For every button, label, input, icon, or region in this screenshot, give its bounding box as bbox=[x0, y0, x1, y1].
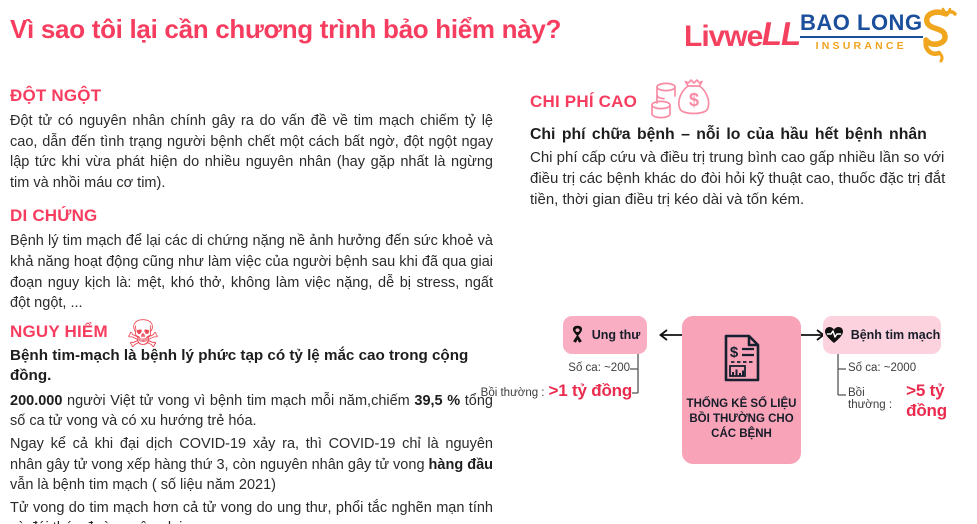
baolong-subtitle: INSURANCE bbox=[815, 40, 907, 53]
section-heading-di-chung: DI CHỨNG bbox=[10, 206, 98, 226]
statistics-box-text: THỐNG KÊ SỐ LIỆU BỒI THƯỜNG CHO CÁC BỆNH bbox=[687, 397, 797, 442]
cardio-label: Bệnh tim mạch bbox=[850, 328, 941, 342]
stat-200000: 200.000 bbox=[10, 392, 63, 409]
heart-pulse-icon bbox=[824, 327, 843, 343]
livwell-logo: LivweLL bbox=[684, 15, 805, 54]
diagram-node-statistics: $ THỐNG KÊ SỐ LIỆU BỒI THƯỜNG CHO CÁC BỆ… bbox=[682, 316, 801, 464]
statistics-line-2: BỒI THƯỜNG CHO bbox=[689, 413, 794, 425]
svg-text:$: $ bbox=[729, 344, 738, 361]
stat-39-5-percent: 39,5 % bbox=[414, 392, 461, 409]
nguy-hiem-p2-text1: Ngay kể cả khi đại dịch COVID-19 xảy ra,… bbox=[10, 435, 493, 473]
cardio-claim-row: Bồi thường : >5 tỷ đồng bbox=[848, 381, 977, 421]
statistics-line-3: CÁC BỆNH bbox=[711, 428, 772, 440]
skull-crossbones-icon: ☠ bbox=[126, 311, 161, 356]
section-heading-dot-ngot: ĐỘT NGỘT bbox=[10, 86, 102, 105]
awareness-ribbon-icon bbox=[572, 325, 582, 343]
baolong-name: BAO LONG bbox=[800, 10, 923, 39]
baolong-logo-text: BAO LONG INSURANCE bbox=[800, 10, 923, 52]
chi-phi-cao-body: Chi phí cấp cứu và điều trị trung bình c… bbox=[530, 149, 946, 208]
chi-phi-cao-lead: Chi phí chữa bệnh – nỗi lo của hầu hết b… bbox=[530, 126, 927, 143]
nguy-hiem-p1-text1: người Việt tử vong vì bệnh tim mạch mỗi … bbox=[62, 392, 415, 409]
nguy-hiem-paragraph-3: Tử vong do tim mạch hơn cả tử vong do un… bbox=[10, 499, 493, 524]
page-title: Vì sao tôi lại cần chương trình bảo hiểm… bbox=[10, 14, 562, 44]
cancer-claim-row: Bồi thường : >1 tỷ đồng bbox=[465, 381, 633, 401]
svg-text:$: $ bbox=[689, 90, 699, 110]
nguy-hiem-p2-text2: vẫn là bệnh tim mạch ( số liệu năm 2021) bbox=[10, 477, 276, 494]
nguy-hiem-p2-bold: hàng đầu bbox=[428, 456, 493, 473]
nguy-hiem-p1-text2: tổng số ca tử vong và có xu hướng trẻ hó… bbox=[10, 392, 493, 430]
livwell-logo-ll: LL bbox=[759, 15, 805, 52]
nguy-hiem-paragraph-1: 200.000 người Việt tử vong vì bệnh tim m… bbox=[10, 391, 493, 432]
money-bag-icon: $ bbox=[651, 79, 710, 119]
section-heading-nguy-hiem: NGUY HIỂM bbox=[10, 321, 108, 341]
nguy-hiem-lead: Bệnh tim-mạch là bệnh lý phức tạp có tỷ … bbox=[10, 346, 469, 384]
dot-ngot-body: Đột tử có nguyên nhân chính gây ra do vấ… bbox=[10, 113, 493, 191]
cardio-claim-value: >5 tỷ đồng bbox=[906, 381, 947, 420]
left-column: ĐỘT NGỘT Đột tử có nguyên nhân chính gây… bbox=[10, 86, 493, 524]
right-column: CHI PHÍ CAO $ Chi phí chữa bệnh – nỗi lo… bbox=[530, 72, 965, 210]
nguy-hiem-paragraph-2: Ngay kể cả khi đại dịch COVID-19 xảy ra,… bbox=[10, 434, 493, 496]
statistics-line-1: THỐNG KÊ SỐ LIỆU bbox=[686, 398, 797, 410]
baolong-logo: BAO LONG INSURANCE bbox=[800, 7, 957, 64]
cancer-label: Ung thư bbox=[591, 328, 641, 342]
livwell-logo-text: Livwe bbox=[684, 20, 763, 53]
diagram-node-cardio: Bệnh tim mạch bbox=[823, 316, 941, 354]
chi-phi-cao-heading-row: CHI PHÍ CAO $ bbox=[530, 72, 965, 122]
claims-statistics-document-icon: $ bbox=[724, 334, 759, 382]
diagram-node-cancer: Ung thư bbox=[563, 316, 647, 354]
nguy-hiem-heading-row: NGUY HIỂM ☠ bbox=[10, 314, 493, 354]
cancer-cases-stat: Số ca: ~200 bbox=[568, 362, 630, 374]
dragon-icon bbox=[922, 7, 957, 63]
cancer-claim-value: >1 tỷ đồng bbox=[548, 381, 633, 400]
cardio-claim-label: Bồi thường : bbox=[848, 387, 893, 411]
section-heading-chi-phi-cao: CHI PHÍ CAO bbox=[530, 92, 638, 111]
cancer-claim-label: Bồi thường : bbox=[480, 387, 545, 399]
cardio-cases-stat: Số ca: ~2000 bbox=[848, 362, 917, 374]
di-chung-body: Bệnh lý tim mạch để lại các di chứng nặn… bbox=[10, 233, 493, 312]
